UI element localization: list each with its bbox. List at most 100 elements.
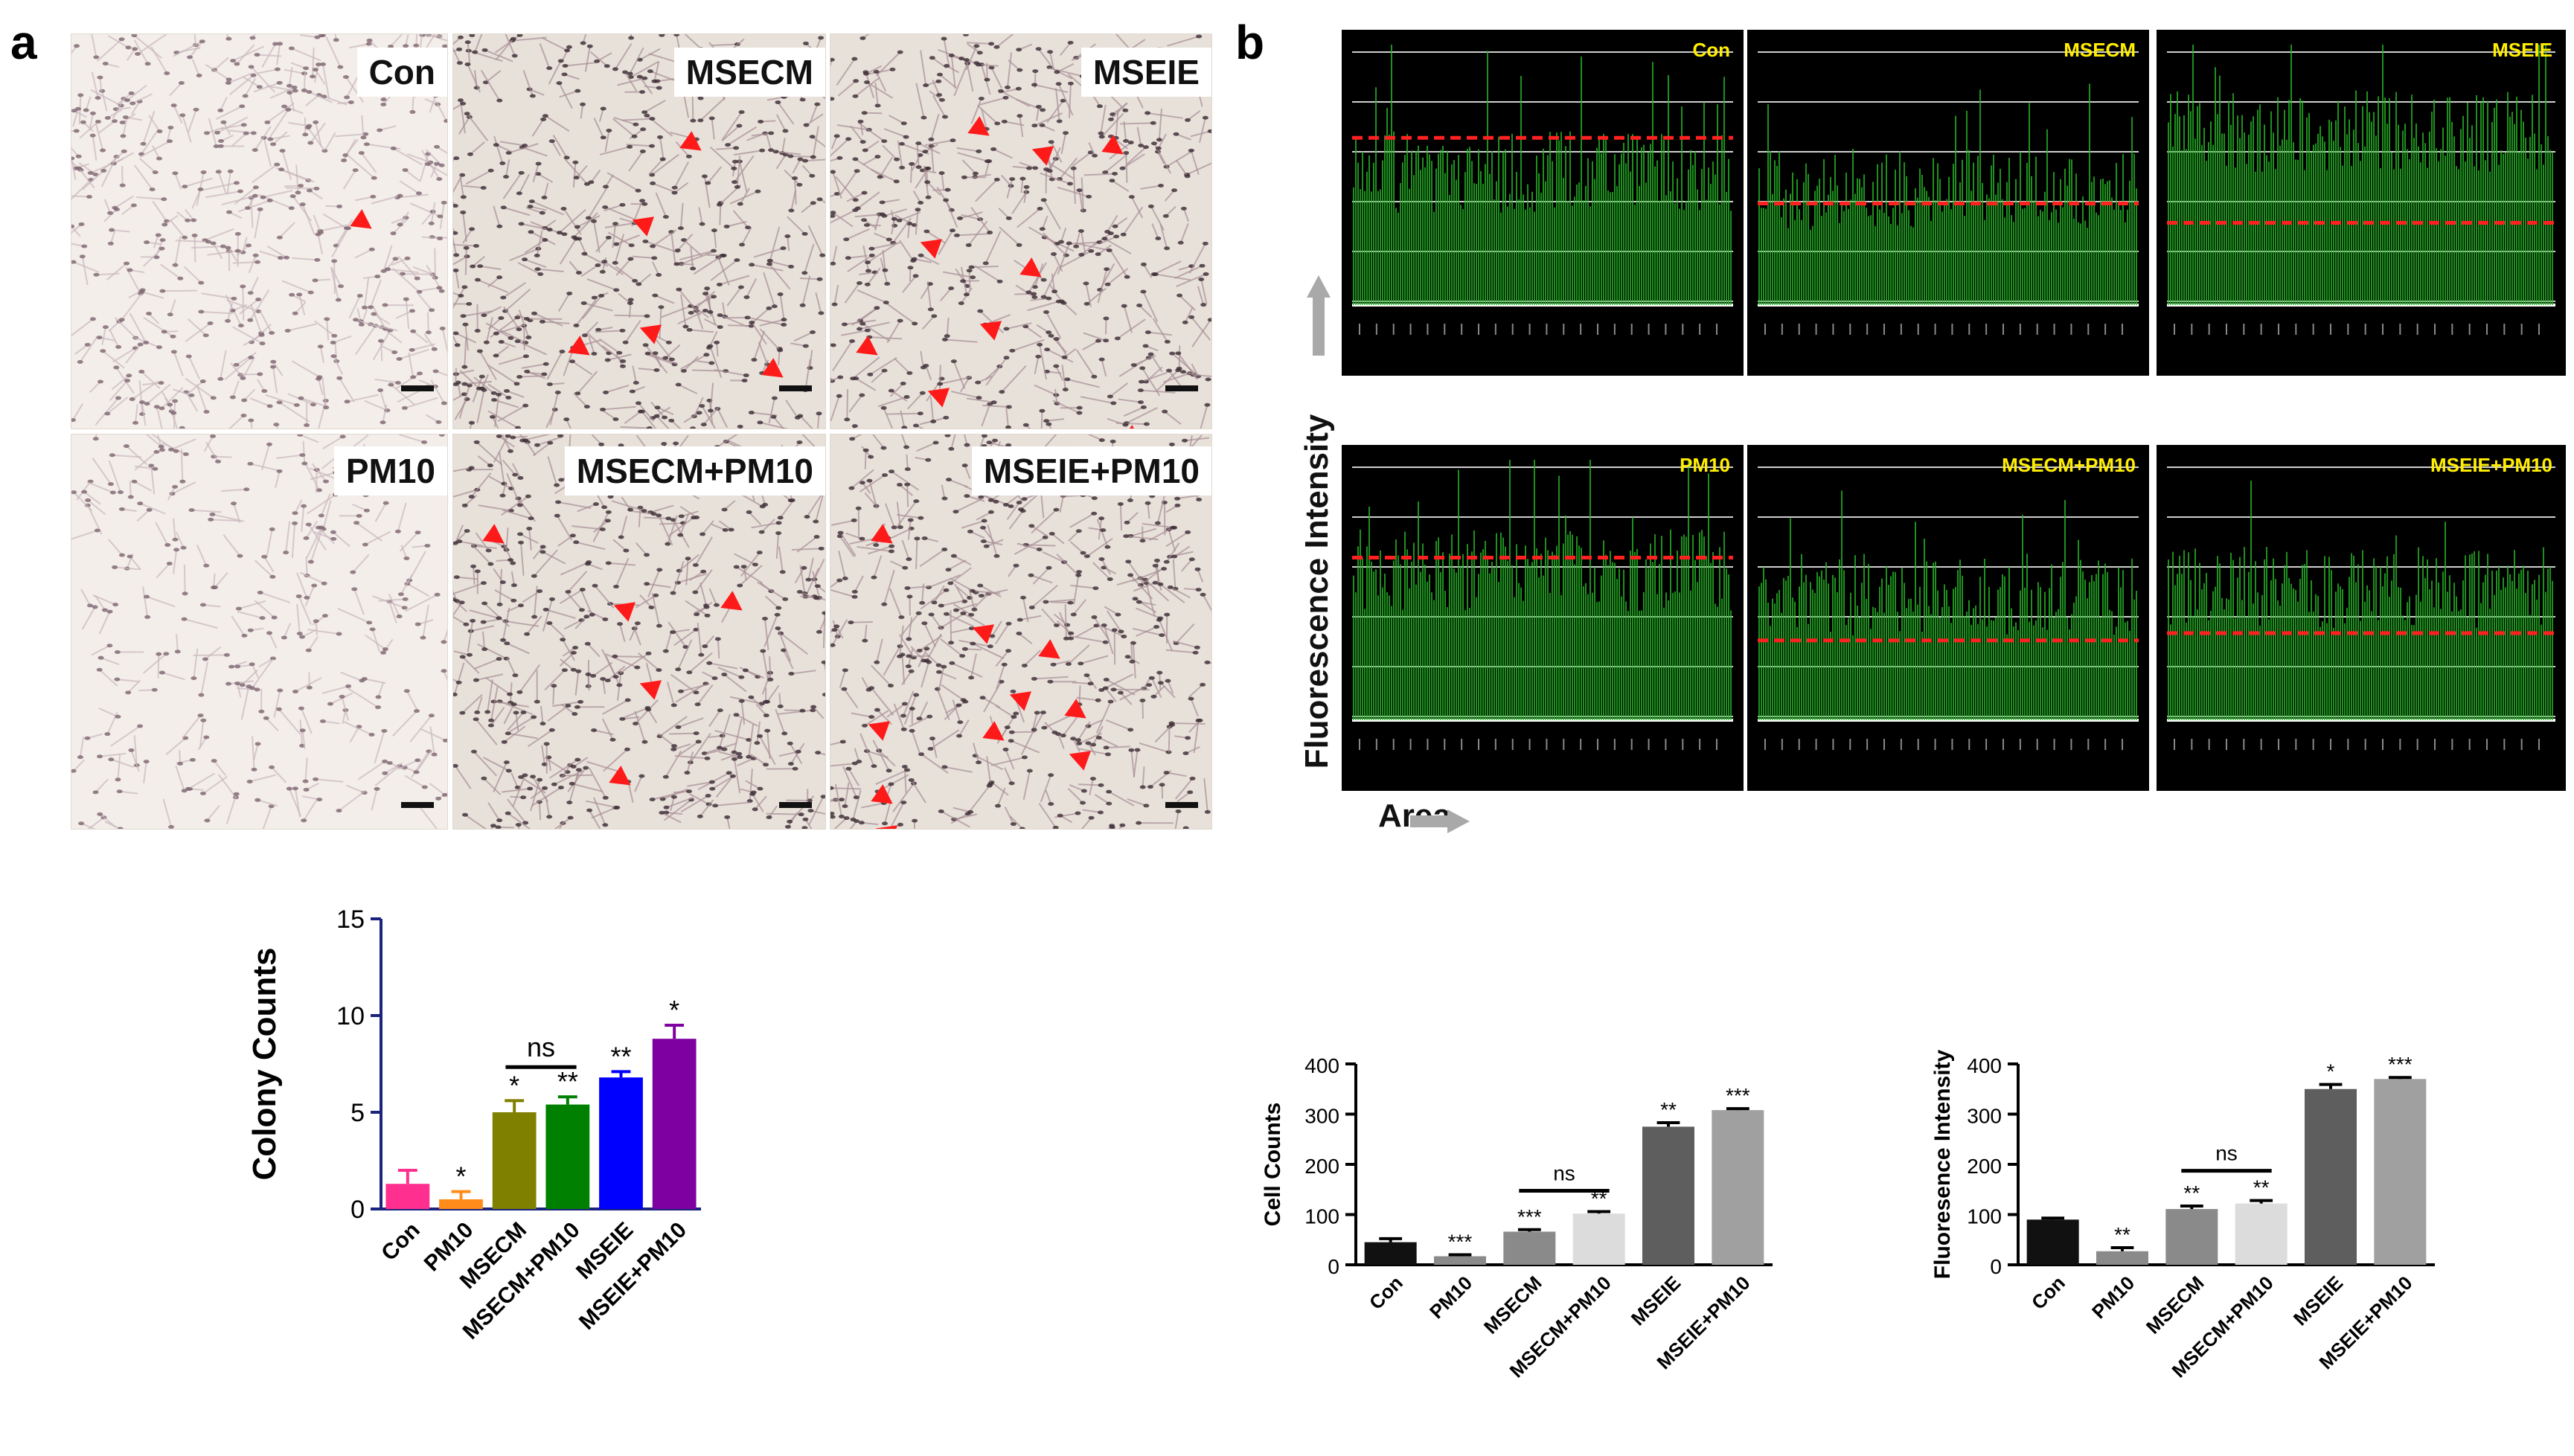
cell-nucleus bbox=[601, 505, 608, 510]
cell-fiber bbox=[179, 749, 182, 764]
cell-fiber bbox=[939, 74, 957, 89]
cell-nucleus bbox=[709, 786, 716, 791]
cell-nucleus bbox=[518, 603, 525, 608]
cell-nucleus bbox=[1154, 521, 1161, 525]
cell-nucleus bbox=[742, 668, 749, 673]
cell-nucleus bbox=[904, 482, 911, 487]
cell-nucleus bbox=[75, 106, 82, 111]
cell-nucleus bbox=[1110, 439, 1116, 443]
cell-nucleus bbox=[909, 161, 915, 166]
cell-nucleus bbox=[1103, 677, 1110, 682]
cell-nucleus bbox=[117, 827, 124, 829]
cell-nucleus bbox=[1046, 169, 1053, 173]
cell-fiber bbox=[872, 434, 885, 449]
cell-fiber bbox=[191, 189, 202, 209]
cell-nucleus bbox=[1128, 748, 1135, 752]
cell-fiber bbox=[875, 71, 887, 92]
cell-nucleus bbox=[295, 190, 301, 195]
cell-fiber bbox=[542, 599, 553, 632]
cell-fiber bbox=[1031, 712, 1038, 731]
cell-nucleus bbox=[513, 711, 519, 715]
cell-fiber bbox=[1051, 273, 1056, 292]
cell-fiber bbox=[253, 743, 259, 761]
cell-fiber bbox=[896, 501, 918, 527]
cell-fiber bbox=[464, 324, 469, 351]
cell-nucleus bbox=[614, 805, 621, 809]
cell-fiber bbox=[877, 709, 893, 725]
cell-nucleus bbox=[97, 379, 103, 384]
cell-nucleus bbox=[1066, 241, 1072, 246]
cell-fiber bbox=[832, 340, 853, 371]
cell-nucleus bbox=[960, 611, 967, 615]
cell-nucleus bbox=[1058, 299, 1065, 304]
cell-fiber bbox=[604, 206, 635, 220]
cell-fiber bbox=[668, 516, 694, 536]
cell-nucleus bbox=[746, 754, 752, 759]
cell-nucleus bbox=[499, 580, 506, 585]
cell-nucleus bbox=[986, 440, 993, 445]
cell-nucleus bbox=[1041, 725, 1048, 730]
cell-fiber bbox=[1006, 179, 1014, 199]
cell-fiber bbox=[589, 809, 601, 829]
cell-nucleus bbox=[1050, 662, 1057, 667]
cell-fiber bbox=[203, 182, 237, 191]
cell-fiber bbox=[708, 588, 717, 606]
cell-fiber bbox=[136, 196, 164, 200]
cell-nucleus bbox=[314, 257, 321, 262]
cell-nucleus bbox=[703, 353, 710, 357]
cell-fiber bbox=[131, 100, 141, 115]
cell-nucleus bbox=[554, 391, 561, 395]
cell-fiber bbox=[940, 638, 963, 657]
cell-nucleus bbox=[338, 284, 345, 289]
significance-label: * bbox=[509, 1070, 519, 1100]
cell-nucleus bbox=[774, 612, 781, 617]
cell-nucleus bbox=[1164, 246, 1171, 251]
cell-nucleus bbox=[1080, 208, 1086, 213]
cell-fiber bbox=[995, 650, 1009, 667]
cell-nucleus bbox=[752, 807, 758, 812]
cell-nucleus bbox=[889, 544, 895, 548]
cell-nucleus bbox=[1005, 216, 1012, 220]
cell-fiber bbox=[705, 748, 725, 755]
cell-nucleus bbox=[185, 354, 192, 359]
cell-fiber bbox=[552, 685, 555, 705]
cell-nucleus bbox=[518, 170, 525, 175]
cell-nucleus bbox=[83, 108, 89, 112]
cell-fiber bbox=[499, 141, 525, 147]
cell-fiber bbox=[164, 214, 179, 225]
cell-nucleus bbox=[560, 638, 566, 642]
cell-nucleus bbox=[311, 583, 318, 588]
cell-fiber bbox=[467, 64, 481, 93]
cell-fiber bbox=[288, 66, 293, 86]
cell-nucleus bbox=[844, 417, 851, 422]
cell-fiber bbox=[850, 125, 864, 143]
cell-fiber bbox=[907, 586, 930, 589]
cell-fiber bbox=[1017, 208, 1041, 228]
cell-nucleus bbox=[1091, 374, 1098, 379]
cell-nucleus bbox=[259, 341, 266, 346]
cell-fiber bbox=[607, 231, 633, 246]
cell-nucleus bbox=[312, 278, 318, 283]
cell-fiber bbox=[455, 369, 475, 375]
cell-nucleus bbox=[1076, 702, 1083, 707]
cell-fiber bbox=[915, 538, 918, 569]
cell-fiber bbox=[465, 170, 492, 185]
cell-fiber bbox=[1159, 224, 1168, 249]
cell-nucleus bbox=[885, 536, 891, 540]
cell-nucleus bbox=[528, 516, 534, 521]
cell-nucleus bbox=[595, 263, 601, 267]
cell-fiber bbox=[778, 751, 798, 757]
cell-nucleus bbox=[1035, 47, 1042, 51]
cell-fiber bbox=[436, 146, 447, 154]
cell-nucleus bbox=[925, 458, 932, 462]
cell-nucleus bbox=[771, 304, 778, 309]
cell-fiber bbox=[1104, 237, 1132, 255]
cell-fiber bbox=[987, 525, 998, 557]
cell-nucleus bbox=[897, 318, 903, 323]
cell-fiber bbox=[294, 301, 307, 314]
cell-nucleus bbox=[721, 507, 728, 512]
cell-nucleus bbox=[316, 798, 323, 802]
cell-fiber bbox=[657, 733, 675, 747]
cell-nucleus bbox=[636, 282, 642, 286]
cell-nucleus bbox=[616, 769, 623, 774]
